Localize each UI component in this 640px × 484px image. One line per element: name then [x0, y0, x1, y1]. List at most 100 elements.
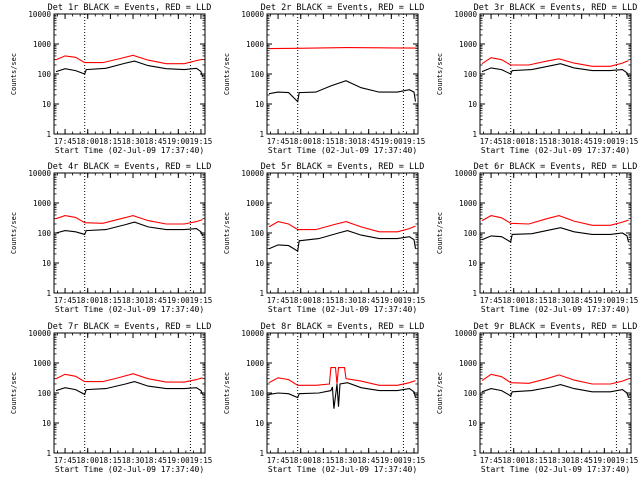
x-tick-label: 19:00 [167, 296, 190, 305]
x-tick-label: 18:15 [312, 137, 335, 146]
series-line-events [55, 221, 204, 237]
y-axis-label: Counts/sec [436, 212, 444, 254]
y-tick-label: 1 [46, 449, 51, 458]
y-tick-label: 1000 [246, 199, 265, 208]
x-tick-label: 17:45 [267, 137, 290, 146]
x-tick-label: 18:30 [548, 456, 571, 465]
x-tick-label: 17:45 [480, 456, 503, 465]
series-line-events [55, 381, 204, 396]
x-tick-label: 18:15 [99, 296, 122, 305]
y-tick-label: 10 [468, 100, 478, 109]
x-tick-label: 18:00 [289, 137, 312, 146]
x-tick-label: 18:45 [357, 137, 380, 146]
x-tick-label: 18:45 [144, 137, 167, 146]
y-tick-label: 1000 [459, 199, 478, 208]
y-tick-label: 1 [259, 130, 264, 139]
y-tick-label: 1 [259, 289, 264, 298]
x-tick-label: 19:15 [190, 296, 213, 305]
y-tick-label: 100 [37, 229, 51, 238]
x-tick-label: 18:00 [502, 137, 525, 146]
plot-frame [53, 332, 206, 454]
y-tick-label: 100 [463, 70, 477, 79]
x-tick-label: 19:15 [616, 137, 639, 146]
y-tick-label: 1000 [459, 359, 478, 368]
series-line-events [55, 60, 204, 78]
x-tick-label: 18:45 [144, 456, 167, 465]
panel-4: Det 4r BLACK = Events, RED = LLD Counts/s… [10, 162, 212, 314]
x-tick-label: 18:15 [525, 137, 548, 146]
x-axis-label: Start Time (02-Jul-09 17:37:40) [268, 305, 417, 314]
x-tick-label: 18:00 [289, 296, 312, 305]
x-tick-label: 18:15 [525, 456, 548, 465]
x-tick-label: 18:00 [76, 456, 99, 465]
y-tick-label: 1 [472, 449, 477, 458]
x-tick-label: 17:45 [480, 296, 503, 305]
y-tick-label: 100 [37, 389, 51, 398]
x-tick-label: 19:15 [403, 456, 426, 465]
y-tick-label: 10000 [28, 329, 51, 338]
panel-title: Det 6r BLACK = Events, RED = LLD [474, 162, 638, 172]
y-tick-label: 10 [255, 100, 265, 109]
y-axis-label: Counts/sec [10, 372, 18, 414]
y-tick-label: 1 [472, 289, 477, 298]
y-tick-label: 10 [42, 259, 52, 268]
x-tick-label: 18:45 [570, 296, 593, 305]
y-tick-label: 100 [250, 70, 264, 79]
panel-2: Det 2r BLACK = Events, RED = LLD Counts/s… [223, 3, 425, 155]
x-tick-label: 18:45 [357, 456, 380, 465]
x-tick-label: 19:00 [380, 456, 403, 465]
series-line-lld [268, 367, 416, 386]
panel-7: Det 7r BLACK = Events, RED = LLD Counts/s… [10, 322, 212, 474]
series-line-lld [481, 57, 629, 67]
series-line-events [268, 382, 417, 409]
x-tick-label: 18:00 [502, 296, 525, 305]
y-tick-label: 1 [259, 449, 264, 458]
x-tick-label: 18:15 [312, 296, 335, 305]
x-tick-label: 19:15 [616, 296, 639, 305]
y-tick-label: 100 [463, 229, 477, 238]
y-axis-label: Counts/sec [223, 53, 231, 95]
y-tick-label: 10 [42, 100, 52, 109]
x-tick-label: 18:00 [76, 296, 99, 305]
x-tick-label: 18:30 [548, 137, 571, 146]
x-tick-label: 18:00 [502, 456, 525, 465]
y-tick-label: 10 [468, 259, 478, 268]
plot-frame [266, 13, 419, 135]
series-line-events [481, 384, 630, 398]
x-tick-label: 19:15 [403, 296, 426, 305]
y-axis-label: Counts/sec [223, 372, 231, 414]
x-tick-label: 18:30 [122, 456, 145, 465]
series-line-lld [268, 221, 416, 233]
panel-title: Det 4r BLACK = Events, RED = LLD [48, 162, 212, 172]
y-tick-label: 10 [255, 259, 265, 268]
series-line-events [481, 63, 630, 78]
x-tick-label: 18:45 [144, 296, 167, 305]
x-axis-label: Start Time (02-Jul-09 17:37:40) [481, 465, 630, 474]
panel-title: Det 8r BLACK = Events, RED = LLD [261, 322, 425, 332]
y-tick-label: 1000 [33, 40, 52, 49]
x-tick-label: 19:00 [593, 137, 616, 146]
y-tick-label: 1 [46, 130, 51, 139]
x-tick-label: 18:30 [548, 296, 571, 305]
y-tick-label: 10000 [454, 169, 477, 178]
y-tick-label: 10000 [454, 10, 477, 19]
x-tick-label: 19:00 [593, 456, 616, 465]
y-tick-label: 100 [37, 70, 51, 79]
x-tick-label: 19:00 [167, 456, 190, 465]
x-tick-label: 19:00 [593, 296, 616, 305]
y-axis-label: Counts/sec [10, 212, 18, 254]
x-tick-label: 17:45 [267, 456, 290, 465]
y-tick-label: 1000 [246, 40, 265, 49]
y-tick-label: 10000 [28, 169, 51, 178]
panel-9: Det 9r BLACK = Events, RED = LLD Counts/s… [436, 322, 638, 474]
x-tick-label: 18:45 [570, 456, 593, 465]
y-tick-label: 1000 [459, 40, 478, 49]
series-line-events [268, 230, 417, 252]
series-line-events [481, 227, 630, 243]
x-axis-label: Start Time (02-Jul-09 17:37:40) [268, 146, 417, 155]
series-line-lld [481, 215, 629, 226]
x-tick-label: 17:45 [54, 456, 77, 465]
series-line-lld [55, 54, 203, 65]
y-tick-label: 10 [468, 419, 478, 428]
